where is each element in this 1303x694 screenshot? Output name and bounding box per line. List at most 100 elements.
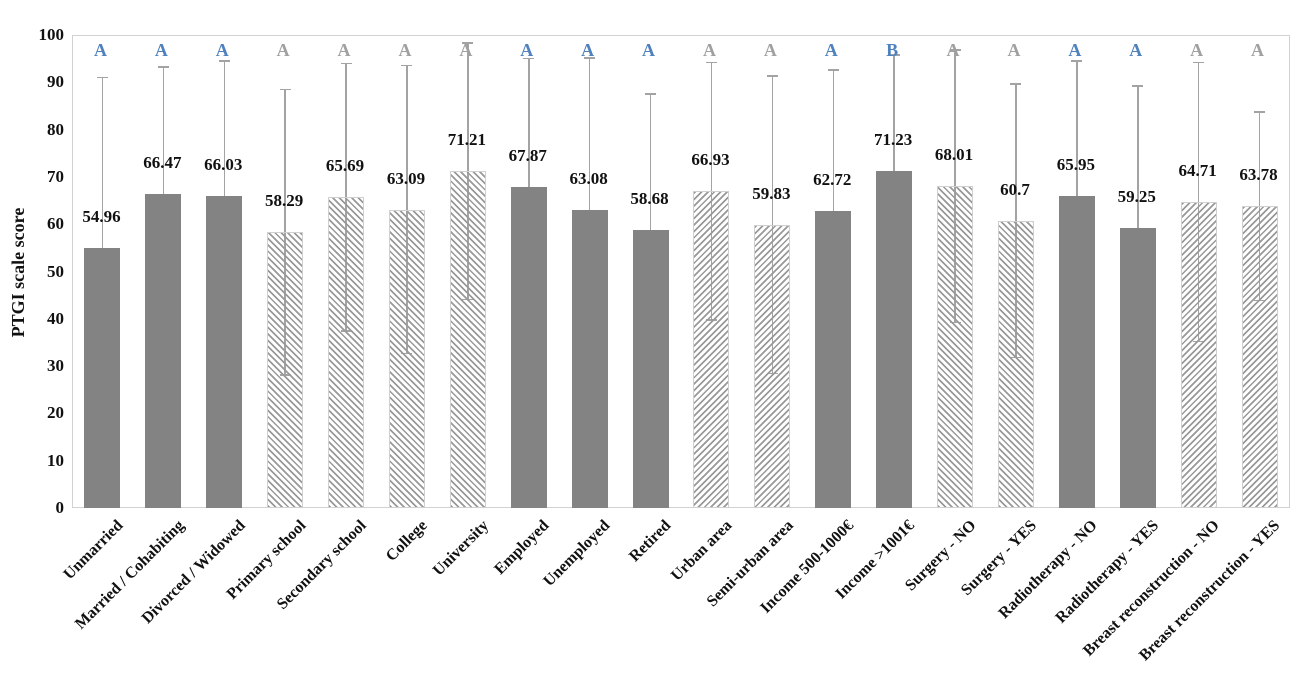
error-bar-cap [1254,111,1266,113]
bar-value-label: 54.96 [82,207,121,227]
significance-letter: A [520,40,534,60]
significance-letter: A [702,40,716,60]
bar-value-label: 67.87 [508,145,547,165]
y-tick-label: 50 [47,261,64,281]
x-axis-label: Divorced / Widowed [138,517,249,628]
error-bar-line [1258,112,1261,301]
error-bar-cap [218,60,230,62]
error-bar-line [710,62,713,321]
significance-letter: A [946,40,960,60]
significance-letter: A [763,40,777,60]
bar-value-label: 59.83 [752,184,791,203]
bar-value-label: 58.68 [630,189,669,209]
significance-letter: A [1129,40,1143,60]
error-bar-cap [888,54,900,56]
bar [206,195,243,508]
error-bar-cap [523,57,535,60]
significance-letter: A [398,40,412,60]
error-bar-cap [1132,85,1144,87]
bar-value-label: 64.71 [1178,160,1217,180]
y-tick-label: 40 [47,308,64,328]
y-tick-label: 10 [47,450,64,470]
significance-letter: A [276,40,290,60]
bar [1241,206,1278,508]
bar-value-label: 65.69 [325,156,365,176]
bar-value-label: 60.7 [1000,179,1030,199]
error-bar-cap [766,75,778,77]
bar [571,209,608,508]
bar-value-label: 58.29 [265,191,304,211]
y-tick-label: 80 [47,119,64,139]
bar-value-label: 62.72 [813,170,852,190]
bar-value-label: 71.23 [874,130,913,150]
significance-letter: A [337,40,351,60]
bar [1119,227,1156,508]
bar-value-label: 63.78 [1239,165,1278,185]
y-tick-label: 100 [38,25,65,44]
bar-value-label: 68.01 [934,145,974,165]
error-bar-cap [1071,60,1083,62]
bar [632,230,669,508]
bar [937,186,974,508]
significance-letter: A [154,40,168,60]
error-bar-cap [340,62,352,65]
bar [449,171,486,508]
x-axis-label: Employed [491,517,553,579]
y-tick-label: 70 [47,166,64,186]
significance-letter: A [459,40,473,60]
bar [510,186,547,508]
significance-letter: B [886,40,899,60]
bar-value-label: 66.47 [143,152,182,172]
plot-area [72,35,1290,508]
bar [693,191,730,508]
bar [754,225,791,508]
bar [815,211,852,508]
error-bar-line [588,58,591,361]
bar-value-label: 71.21 [447,130,486,150]
y-tick-label: 60 [47,214,64,234]
significance-letter: A [1251,40,1265,60]
x-axis-label: Radiotherapy - YES [1052,517,1162,627]
x-axis-label: University [429,517,492,580]
bar [267,232,304,508]
significance-letter: A [581,40,595,60]
error-bar-line [223,61,225,331]
significance-letter: A [93,40,107,60]
error-bar-cap [96,76,108,79]
bar-value-label: 63.09 [386,168,426,188]
significance-letter: A [1190,40,1204,60]
error-bar-line [406,65,408,354]
x-axis-label: Married / Cohabiting [71,517,188,633]
error-bar-cap [462,42,474,44]
x-axis-label: College [383,517,431,565]
error-bar-cap [705,61,717,64]
bar-value-label: 66.03 [204,154,243,174]
bar [1058,196,1095,508]
error-bar-cap [279,88,291,91]
y-tick-label: 20 [47,403,64,423]
bar [388,209,425,508]
bar-value-label: 59.25 [1117,186,1156,206]
error-bar-line [284,89,286,376]
significance-letter: A [824,40,838,60]
bar-value-label: 66.93 [691,150,730,170]
bar [876,171,913,508]
error-bar-cap [1193,61,1205,64]
error-bar-cap [157,66,169,68]
bar-value-label: 63.08 [569,168,608,188]
error-bar-line [771,76,774,374]
y-tick-label: 30 [47,356,64,376]
bar-value-label: 65.95 [1056,155,1095,175]
error-bar-cap [645,93,657,95]
bar [1180,201,1217,508]
bar [328,197,365,508]
y-tick-label: 0 [55,498,65,517]
bar [997,220,1034,508]
error-bar-line [893,54,895,288]
error-bar-line [345,63,347,332]
significance-letter: A [1068,40,1082,60]
bar [145,193,182,508]
error-bar-line [649,94,652,367]
error-bar-cap [584,57,596,59]
